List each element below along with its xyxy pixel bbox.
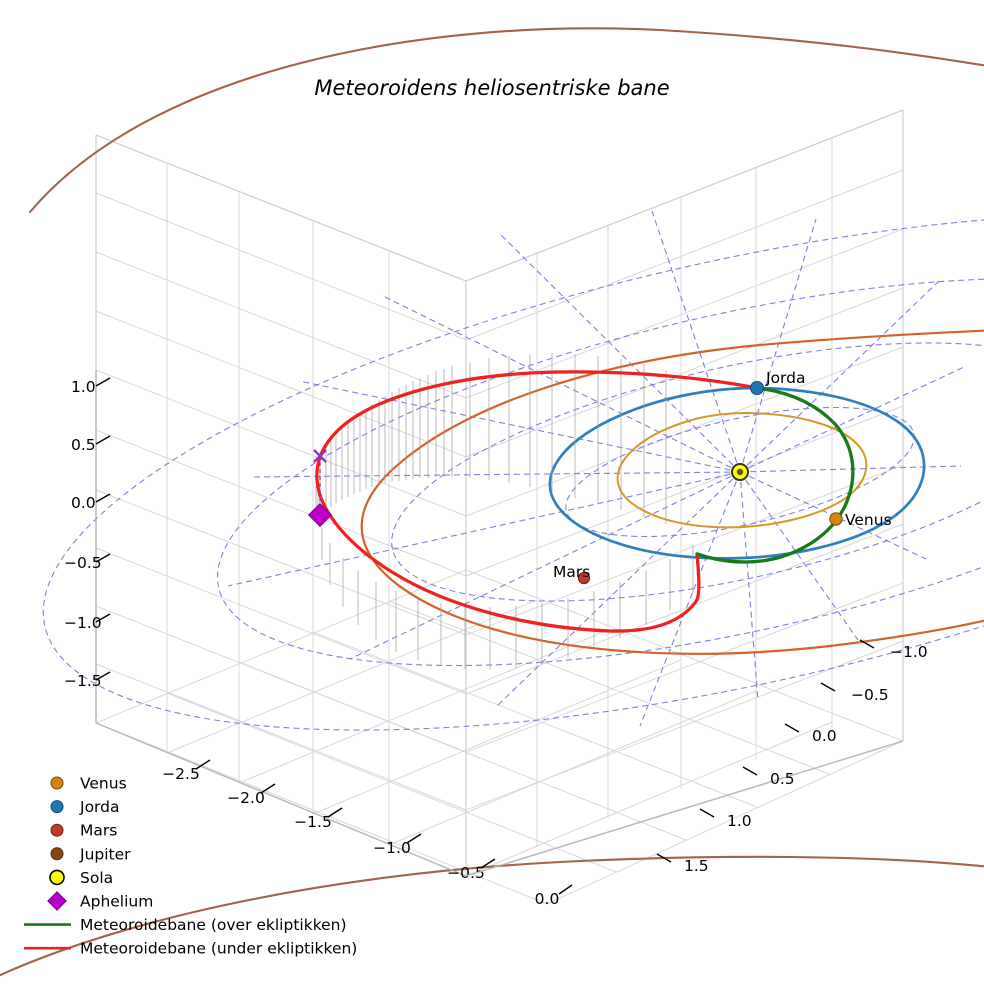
y-axis-tick-label: 0.0 — [812, 727, 837, 745]
aphelium-marker — [307, 502, 333, 528]
y-axis-tick-label: −1.0 — [890, 643, 928, 661]
y-axis-tick-mark — [859, 639, 875, 649]
x-axis-tick-label: −2.5 — [162, 765, 200, 783]
z-axis-tick-label: 1.0 — [71, 378, 96, 396]
meteoroid-orbit-above-ecliptic — [695, 386, 855, 564]
y-axis-tick-label: −0.5 — [851, 686, 889, 704]
mars-marker — [577, 571, 591, 585]
legend-item[interactable]: Jorda — [50, 798, 120, 816]
y-axis-tick-label: 1.0 — [727, 812, 752, 830]
legend-item-label: Jupiter — [79, 845, 131, 863]
legend-item[interactable]: Jupiter — [50, 845, 131, 863]
legend-marker-jupiter-icon — [50, 847, 64, 861]
legend-item-label: Jorda — [79, 798, 120, 816]
legend-item[interactable]: Meteoroidebane (over ekliptikken) — [24, 916, 347, 934]
legend-item-label: Venus — [80, 775, 127, 793]
meteoroid-stem-lines — [315, 353, 694, 670]
sola-marker — [731, 463, 749, 481]
jorda-label: Jorda — [765, 369, 806, 387]
axes-group: 1.0 0.5 0.0 −0.5 −1.0 −1.5 −2.5 −2.0 −1.5 −1.0 −0… — [64, 370, 928, 908]
z-axis-tick-mark — [95, 553, 111, 563]
x-axis-tick-label: −1.5 — [294, 813, 332, 831]
page-title: Meteoroidens heliosentriske bane — [314, 76, 669, 100]
mars-label: Mars — [553, 563, 590, 581]
z-axis-tick-mark — [95, 493, 111, 503]
z-axis-tick-label: −1.0 — [64, 614, 102, 632]
jorda-marker — [750, 381, 764, 395]
y-axis-line — [465, 740, 904, 877]
z-axis-ticks: 1.0 0.5 0.0 −0.5 −1.0 −1.5 — [64, 377, 111, 690]
legend-item[interactable]: Sola — [49, 869, 113, 887]
plot-box-edges — [95, 109, 904, 877]
x-axis-tick-mark — [260, 783, 276, 794]
z-axis-tick-label: 0.5 — [71, 436, 96, 454]
y-axis-tick-mark — [742, 766, 758, 776]
legend-item[interactable]: Aphelium — [47, 891, 154, 911]
legend: Venus Jorda Mars Jupiter Sola Aphelium Meteoro… — [24, 775, 357, 958]
z-axis-tick-label: −0.5 — [64, 554, 102, 572]
x-axis-tick-mark — [406, 833, 422, 844]
y-axis-tick-mark — [820, 682, 836, 692]
z-axis-tick-label: 0.0 — [71, 494, 96, 512]
legend-marker-sola-icon — [49, 869, 65, 886]
z-axis-tick-mark — [95, 377, 111, 387]
y-axis-tick-label: 1.5 — [684, 857, 709, 875]
x-axis-tick-mark — [327, 807, 343, 818]
legend-marker-aphelium-icon — [47, 891, 67, 911]
legend-item-label: Aphelium — [80, 893, 153, 911]
x-axis-tick-mark — [195, 759, 211, 770]
floor-pane-grid — [95, 569, 904, 905]
legend-item[interactable]: Mars — [50, 822, 117, 840]
mars-orbit — [360, 329, 984, 655]
z-axis-tick-mark — [95, 613, 111, 623]
legend-marker-jorda-icon — [50, 800, 64, 814]
x-axis-tick-label: −2.0 — [227, 789, 265, 807]
left-pane-grid — [95, 134, 467, 877]
legend-marker-venus-icon — [50, 776, 64, 790]
x-axis-ticks: −2.5 −2.0 −1.5 −1.0 −0.5 0.0 — [162, 759, 573, 908]
legend-item[interactable]: Venus — [50, 775, 127, 793]
meteoroid-orbit-below-ecliptic — [315, 370, 759, 633]
legend-item-label: Mars — [80, 822, 117, 840]
legend-item-label: Sola — [80, 869, 113, 887]
z-axis-tick-mark — [95, 671, 111, 681]
y-axis-tick-mark — [656, 853, 672, 863]
x-axis-tick-label: 0.0 — [535, 890, 560, 908]
x-axis-tick-mark — [558, 884, 573, 895]
y-axis-tick-label: 0.5 — [770, 770, 795, 788]
x-axis-tick-mark — [480, 858, 496, 869]
legend-marker-mars-icon — [50, 823, 64, 837]
x-axis-tick-label: −0.5 — [447, 864, 485, 882]
aphelium-projection-x-icon — [313, 449, 327, 463]
z-axis-tick-label: −1.5 — [64, 672, 102, 690]
legend-item[interactable]: Meteoroidebane (under ekliptikken) — [24, 940, 357, 958]
venus-marker — [829, 512, 843, 526]
jupiter-orbit — [0, 27, 984, 977]
legend-item-label: Meteoroidebane (over ekliptikken) — [80, 916, 347, 934]
y-axis-ticks: −1.0 −0.5 0.0 0.5 1.0 1.5 — [656, 639, 928, 875]
venus-orbit — [616, 411, 868, 529]
y-axis-tick-mark — [784, 723, 800, 733]
x-axis-tick-label: −1.0 — [373, 839, 411, 857]
z-axis-tick-mark — [95, 435, 111, 445]
ecliptic-reference-grid — [42, 210, 984, 731]
aphelium-projection — [313, 449, 327, 512]
venus-label: Venus — [845, 511, 892, 529]
y-axis-tick-mark — [699, 808, 715, 818]
legend-item-label: Meteoroidebane (under ekliptikken) — [80, 940, 357, 958]
x-axis-line — [95, 722, 467, 877]
